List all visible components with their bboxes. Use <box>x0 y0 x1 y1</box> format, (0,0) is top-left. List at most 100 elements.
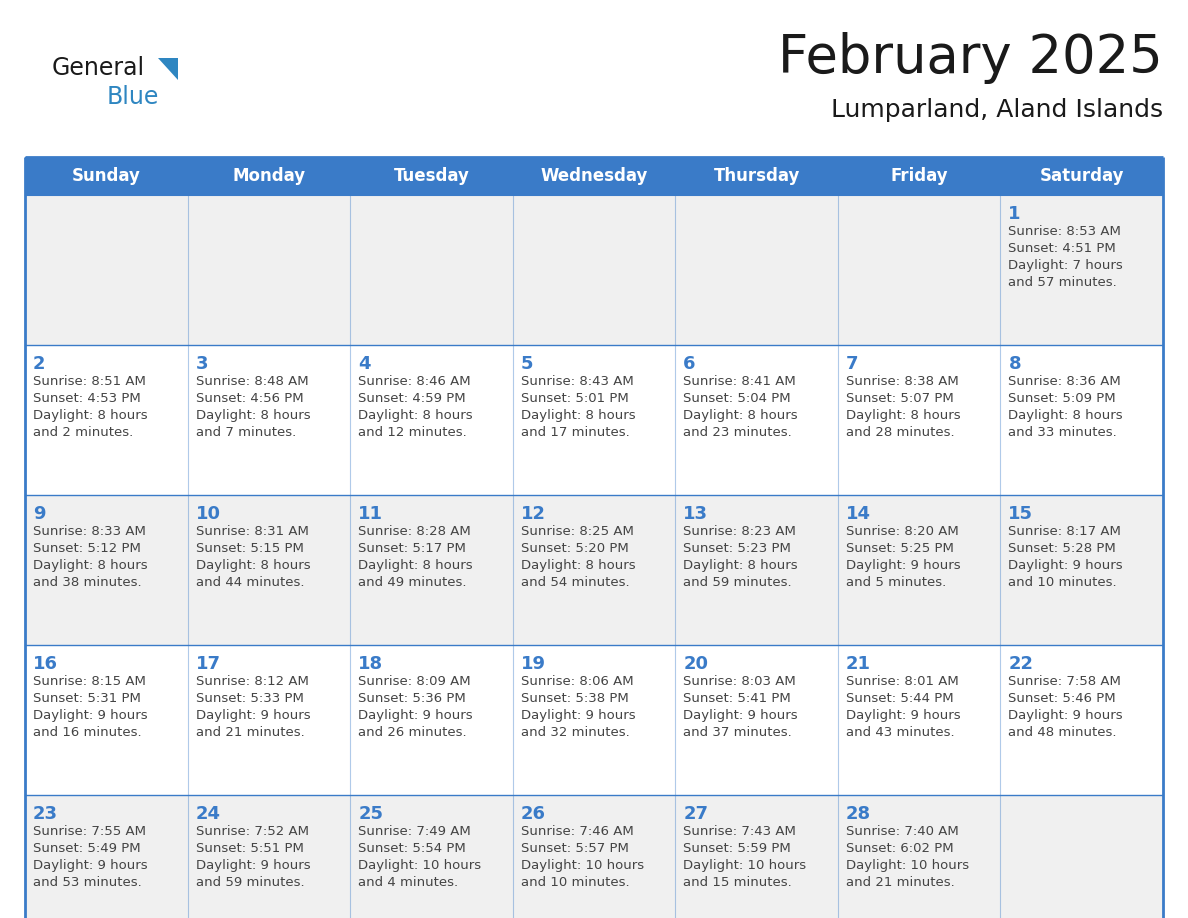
Text: 4: 4 <box>358 355 371 373</box>
Text: General: General <box>52 56 145 80</box>
Text: Sunrise: 8:41 AM: Sunrise: 8:41 AM <box>683 375 796 388</box>
Text: Sunset: 4:53 PM: Sunset: 4:53 PM <box>33 392 140 405</box>
Text: Sunset: 5:25 PM: Sunset: 5:25 PM <box>846 542 954 555</box>
Text: and 16 minutes.: and 16 minutes. <box>33 726 141 739</box>
Text: Sunrise: 7:52 AM: Sunrise: 7:52 AM <box>196 825 309 838</box>
Text: Blue: Blue <box>107 85 159 109</box>
Text: Sunset: 5:09 PM: Sunset: 5:09 PM <box>1009 392 1116 405</box>
Text: Sunset: 4:59 PM: Sunset: 4:59 PM <box>358 392 466 405</box>
Text: Sunset: 5:46 PM: Sunset: 5:46 PM <box>1009 692 1116 705</box>
Text: Daylight: 8 hours: Daylight: 8 hours <box>196 559 310 572</box>
Text: 10: 10 <box>196 505 221 523</box>
Text: and 5 minutes.: and 5 minutes. <box>846 576 946 589</box>
Text: Sunset: 5:41 PM: Sunset: 5:41 PM <box>683 692 791 705</box>
Text: Daylight: 9 hours: Daylight: 9 hours <box>520 709 636 722</box>
Text: Sunrise: 8:15 AM: Sunrise: 8:15 AM <box>33 675 146 688</box>
Text: Daylight: 8 hours: Daylight: 8 hours <box>1009 409 1123 422</box>
Text: Sunrise: 8:31 AM: Sunrise: 8:31 AM <box>196 525 309 538</box>
Text: and 54 minutes.: and 54 minutes. <box>520 576 630 589</box>
Text: Sunset: 5:01 PM: Sunset: 5:01 PM <box>520 392 628 405</box>
Bar <box>25 345 1163 495</box>
Text: Sunset: 5:28 PM: Sunset: 5:28 PM <box>1009 542 1117 555</box>
Text: Sunrise: 8:25 AM: Sunrise: 8:25 AM <box>520 525 633 538</box>
Text: and 23 minutes.: and 23 minutes. <box>683 426 792 439</box>
Text: and 10 minutes.: and 10 minutes. <box>1009 576 1117 589</box>
Text: Thursday: Thursday <box>713 167 800 185</box>
Text: Daylight: 8 hours: Daylight: 8 hours <box>33 559 147 572</box>
Text: Daylight: 8 hours: Daylight: 8 hours <box>846 409 960 422</box>
Text: Sunset: 5:59 PM: Sunset: 5:59 PM <box>683 842 791 855</box>
Text: Sunset: 5:20 PM: Sunset: 5:20 PM <box>520 542 628 555</box>
Text: and 21 minutes.: and 21 minutes. <box>846 876 955 889</box>
Text: Sunday: Sunday <box>71 167 140 185</box>
Text: Sunset: 5:04 PM: Sunset: 5:04 PM <box>683 392 791 405</box>
Text: 1: 1 <box>1009 205 1020 223</box>
Text: Sunrise: 7:43 AM: Sunrise: 7:43 AM <box>683 825 796 838</box>
Text: 28: 28 <box>846 805 871 823</box>
Text: Sunrise: 8:46 AM: Sunrise: 8:46 AM <box>358 375 470 388</box>
Text: and 12 minutes.: and 12 minutes. <box>358 426 467 439</box>
Text: 8: 8 <box>1009 355 1020 373</box>
Text: Daylight: 10 hours: Daylight: 10 hours <box>520 859 644 872</box>
Text: Sunset: 5:23 PM: Sunset: 5:23 PM <box>683 542 791 555</box>
Text: 16: 16 <box>33 655 58 673</box>
Text: and 38 minutes.: and 38 minutes. <box>33 576 141 589</box>
Text: Sunset: 5:31 PM: Sunset: 5:31 PM <box>33 692 141 705</box>
Text: Sunrise: 8:33 AM: Sunrise: 8:33 AM <box>33 525 146 538</box>
Text: 2: 2 <box>33 355 45 373</box>
Text: Sunset: 5:33 PM: Sunset: 5:33 PM <box>196 692 303 705</box>
Text: and 53 minutes.: and 53 minutes. <box>33 876 141 889</box>
Text: Sunset: 5:15 PM: Sunset: 5:15 PM <box>196 542 303 555</box>
Text: Daylight: 9 hours: Daylight: 9 hours <box>846 559 960 572</box>
Bar <box>25 495 1163 645</box>
Text: Sunrise: 8:01 AM: Sunrise: 8:01 AM <box>846 675 959 688</box>
Text: and 2 minutes.: and 2 minutes. <box>33 426 133 439</box>
Text: and 59 minutes.: and 59 minutes. <box>196 876 304 889</box>
Text: Friday: Friday <box>890 167 948 185</box>
Text: Daylight: 8 hours: Daylight: 8 hours <box>358 409 473 422</box>
Text: 23: 23 <box>33 805 58 823</box>
Text: and 32 minutes.: and 32 minutes. <box>520 726 630 739</box>
Text: Daylight: 9 hours: Daylight: 9 hours <box>683 709 798 722</box>
Text: 17: 17 <box>196 655 221 673</box>
Text: Daylight: 9 hours: Daylight: 9 hours <box>846 709 960 722</box>
Text: and 48 minutes.: and 48 minutes. <box>1009 726 1117 739</box>
Text: and 15 minutes.: and 15 minutes. <box>683 876 792 889</box>
Text: Sunrise: 8:51 AM: Sunrise: 8:51 AM <box>33 375 146 388</box>
Text: Sunset: 4:56 PM: Sunset: 4:56 PM <box>196 392 303 405</box>
Text: and 37 minutes.: and 37 minutes. <box>683 726 792 739</box>
Text: 6: 6 <box>683 355 696 373</box>
Text: Sunrise: 8:43 AM: Sunrise: 8:43 AM <box>520 375 633 388</box>
Text: Sunrise: 8:12 AM: Sunrise: 8:12 AM <box>196 675 309 688</box>
Text: Sunrise: 8:38 AM: Sunrise: 8:38 AM <box>846 375 959 388</box>
Text: 14: 14 <box>846 505 871 523</box>
Text: Sunset: 6:02 PM: Sunset: 6:02 PM <box>846 842 954 855</box>
Text: 19: 19 <box>520 655 545 673</box>
Text: 22: 22 <box>1009 655 1034 673</box>
Text: Sunrise: 7:40 AM: Sunrise: 7:40 AM <box>846 825 959 838</box>
Text: 27: 27 <box>683 805 708 823</box>
Text: Daylight: 9 hours: Daylight: 9 hours <box>1009 709 1123 722</box>
Text: Sunrise: 8:06 AM: Sunrise: 8:06 AM <box>520 675 633 688</box>
Text: Sunset: 5:12 PM: Sunset: 5:12 PM <box>33 542 141 555</box>
Text: Daylight: 10 hours: Daylight: 10 hours <box>846 859 969 872</box>
Text: Daylight: 8 hours: Daylight: 8 hours <box>683 409 798 422</box>
Text: Sunset: 5:51 PM: Sunset: 5:51 PM <box>196 842 303 855</box>
Text: and 10 minutes.: and 10 minutes. <box>520 876 630 889</box>
Text: Lumparland, Aland Islands: Lumparland, Aland Islands <box>830 98 1163 122</box>
Text: 26: 26 <box>520 805 545 823</box>
Text: 9: 9 <box>33 505 45 523</box>
Text: and 7 minutes.: and 7 minutes. <box>196 426 296 439</box>
Text: and 59 minutes.: and 59 minutes. <box>683 576 792 589</box>
Text: Daylight: 7 hours: Daylight: 7 hours <box>1009 259 1123 272</box>
Text: Daylight: 9 hours: Daylight: 9 hours <box>196 859 310 872</box>
Text: Sunrise: 8:09 AM: Sunrise: 8:09 AM <box>358 675 470 688</box>
Text: Sunset: 5:49 PM: Sunset: 5:49 PM <box>33 842 140 855</box>
Text: Daylight: 8 hours: Daylight: 8 hours <box>520 559 636 572</box>
Text: Daylight: 8 hours: Daylight: 8 hours <box>196 409 310 422</box>
Text: Monday: Monday <box>233 167 305 185</box>
Text: Sunrise: 7:58 AM: Sunrise: 7:58 AM <box>1009 675 1121 688</box>
Bar <box>25 645 1163 795</box>
Text: and 33 minutes.: and 33 minutes. <box>1009 426 1117 439</box>
Text: Sunset: 5:54 PM: Sunset: 5:54 PM <box>358 842 466 855</box>
